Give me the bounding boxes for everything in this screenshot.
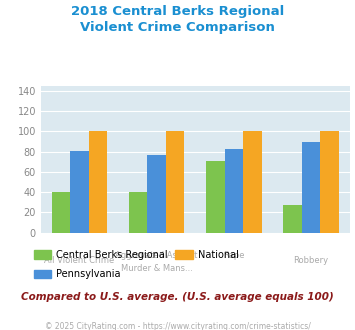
- Text: Murder & Mans...: Murder & Mans...: [121, 264, 192, 273]
- Text: All Violent Crime: All Violent Crime: [44, 256, 115, 265]
- Legend: Pennsylvania: Pennsylvania: [30, 266, 124, 283]
- Text: Aggravated Assault: Aggravated Assault: [115, 251, 198, 260]
- Text: Robbery: Robbery: [294, 256, 329, 265]
- Legend: Central Berks Regional, National: Central Berks Regional, National: [30, 246, 242, 264]
- Text: 2018 Central Berks Regional
Violent Crime Comparison: 2018 Central Berks Regional Violent Crim…: [71, 5, 284, 34]
- Bar: [225, 148, 243, 233]
- Bar: [243, 131, 262, 233]
- Text: © 2025 CityRating.com - https://www.cityrating.com/crime-statistics/: © 2025 CityRating.com - https://www.city…: [45, 322, 310, 330]
- Bar: [283, 205, 302, 233]
- Bar: [89, 131, 107, 233]
- Bar: [206, 161, 225, 233]
- Bar: [302, 142, 320, 233]
- Bar: [147, 155, 166, 233]
- Text: Compared to U.S. average. (U.S. average equals 100): Compared to U.S. average. (U.S. average …: [21, 292, 334, 302]
- Bar: [51, 192, 70, 233]
- Text: Rape: Rape: [223, 251, 245, 260]
- Bar: [70, 150, 89, 233]
- Bar: [320, 131, 339, 233]
- Bar: [166, 131, 185, 233]
- Bar: [129, 192, 147, 233]
